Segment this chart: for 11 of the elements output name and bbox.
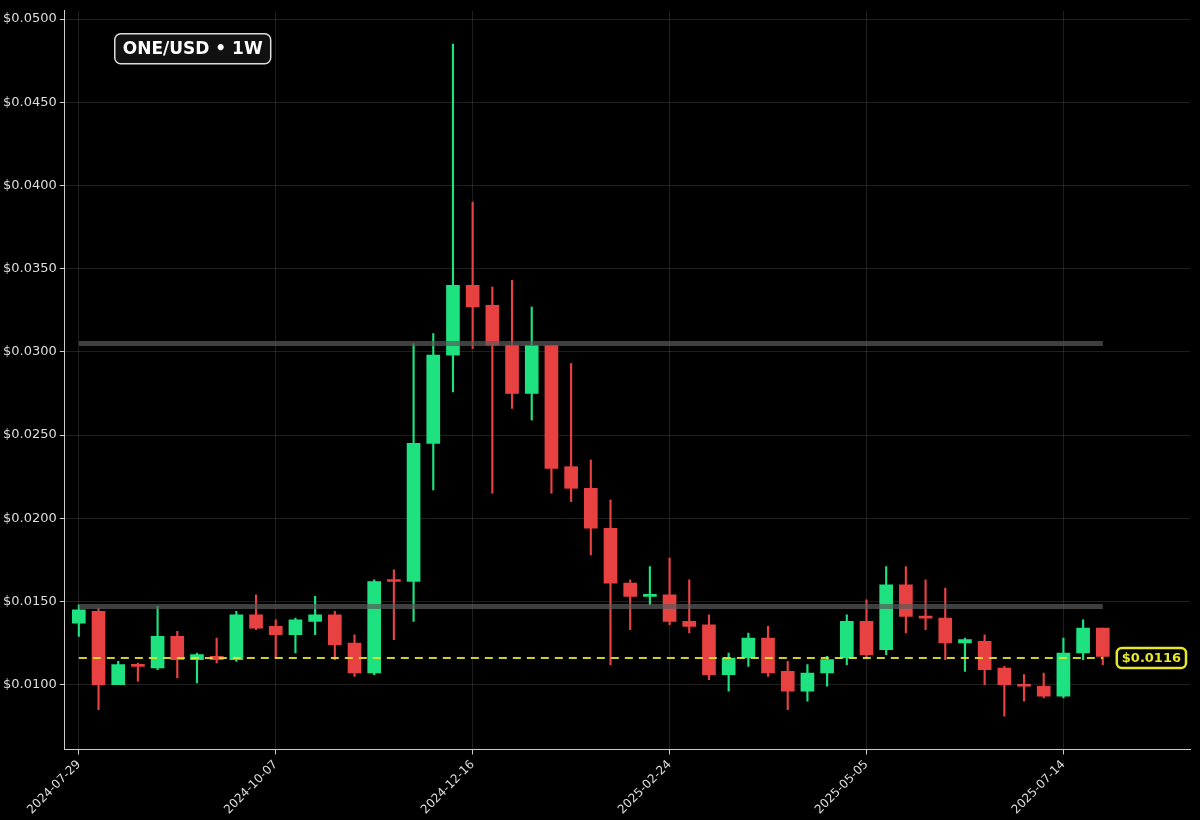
- y-tick-label: $0.0500: [2, 10, 57, 26]
- text: ONE/USD • 1W: [122, 38, 263, 59]
- y-tick-label: $0.0400: [2, 176, 57, 192]
- y-tick-label: $0.0350: [2, 260, 57, 276]
- ref-line-label: $0.0116: [1121, 650, 1182, 666]
- y-tick-label: $0.0200: [2, 509, 57, 525]
- y-tick-label: $0.0300: [2, 343, 57, 359]
- y-tick-label: $0.0250: [2, 426, 57, 442]
- y-tick-label: $0.0150: [2, 592, 57, 608]
- y-tick-label: $0.0450: [2, 93, 57, 109]
- y-tick-label: $0.0100: [2, 675, 57, 691]
